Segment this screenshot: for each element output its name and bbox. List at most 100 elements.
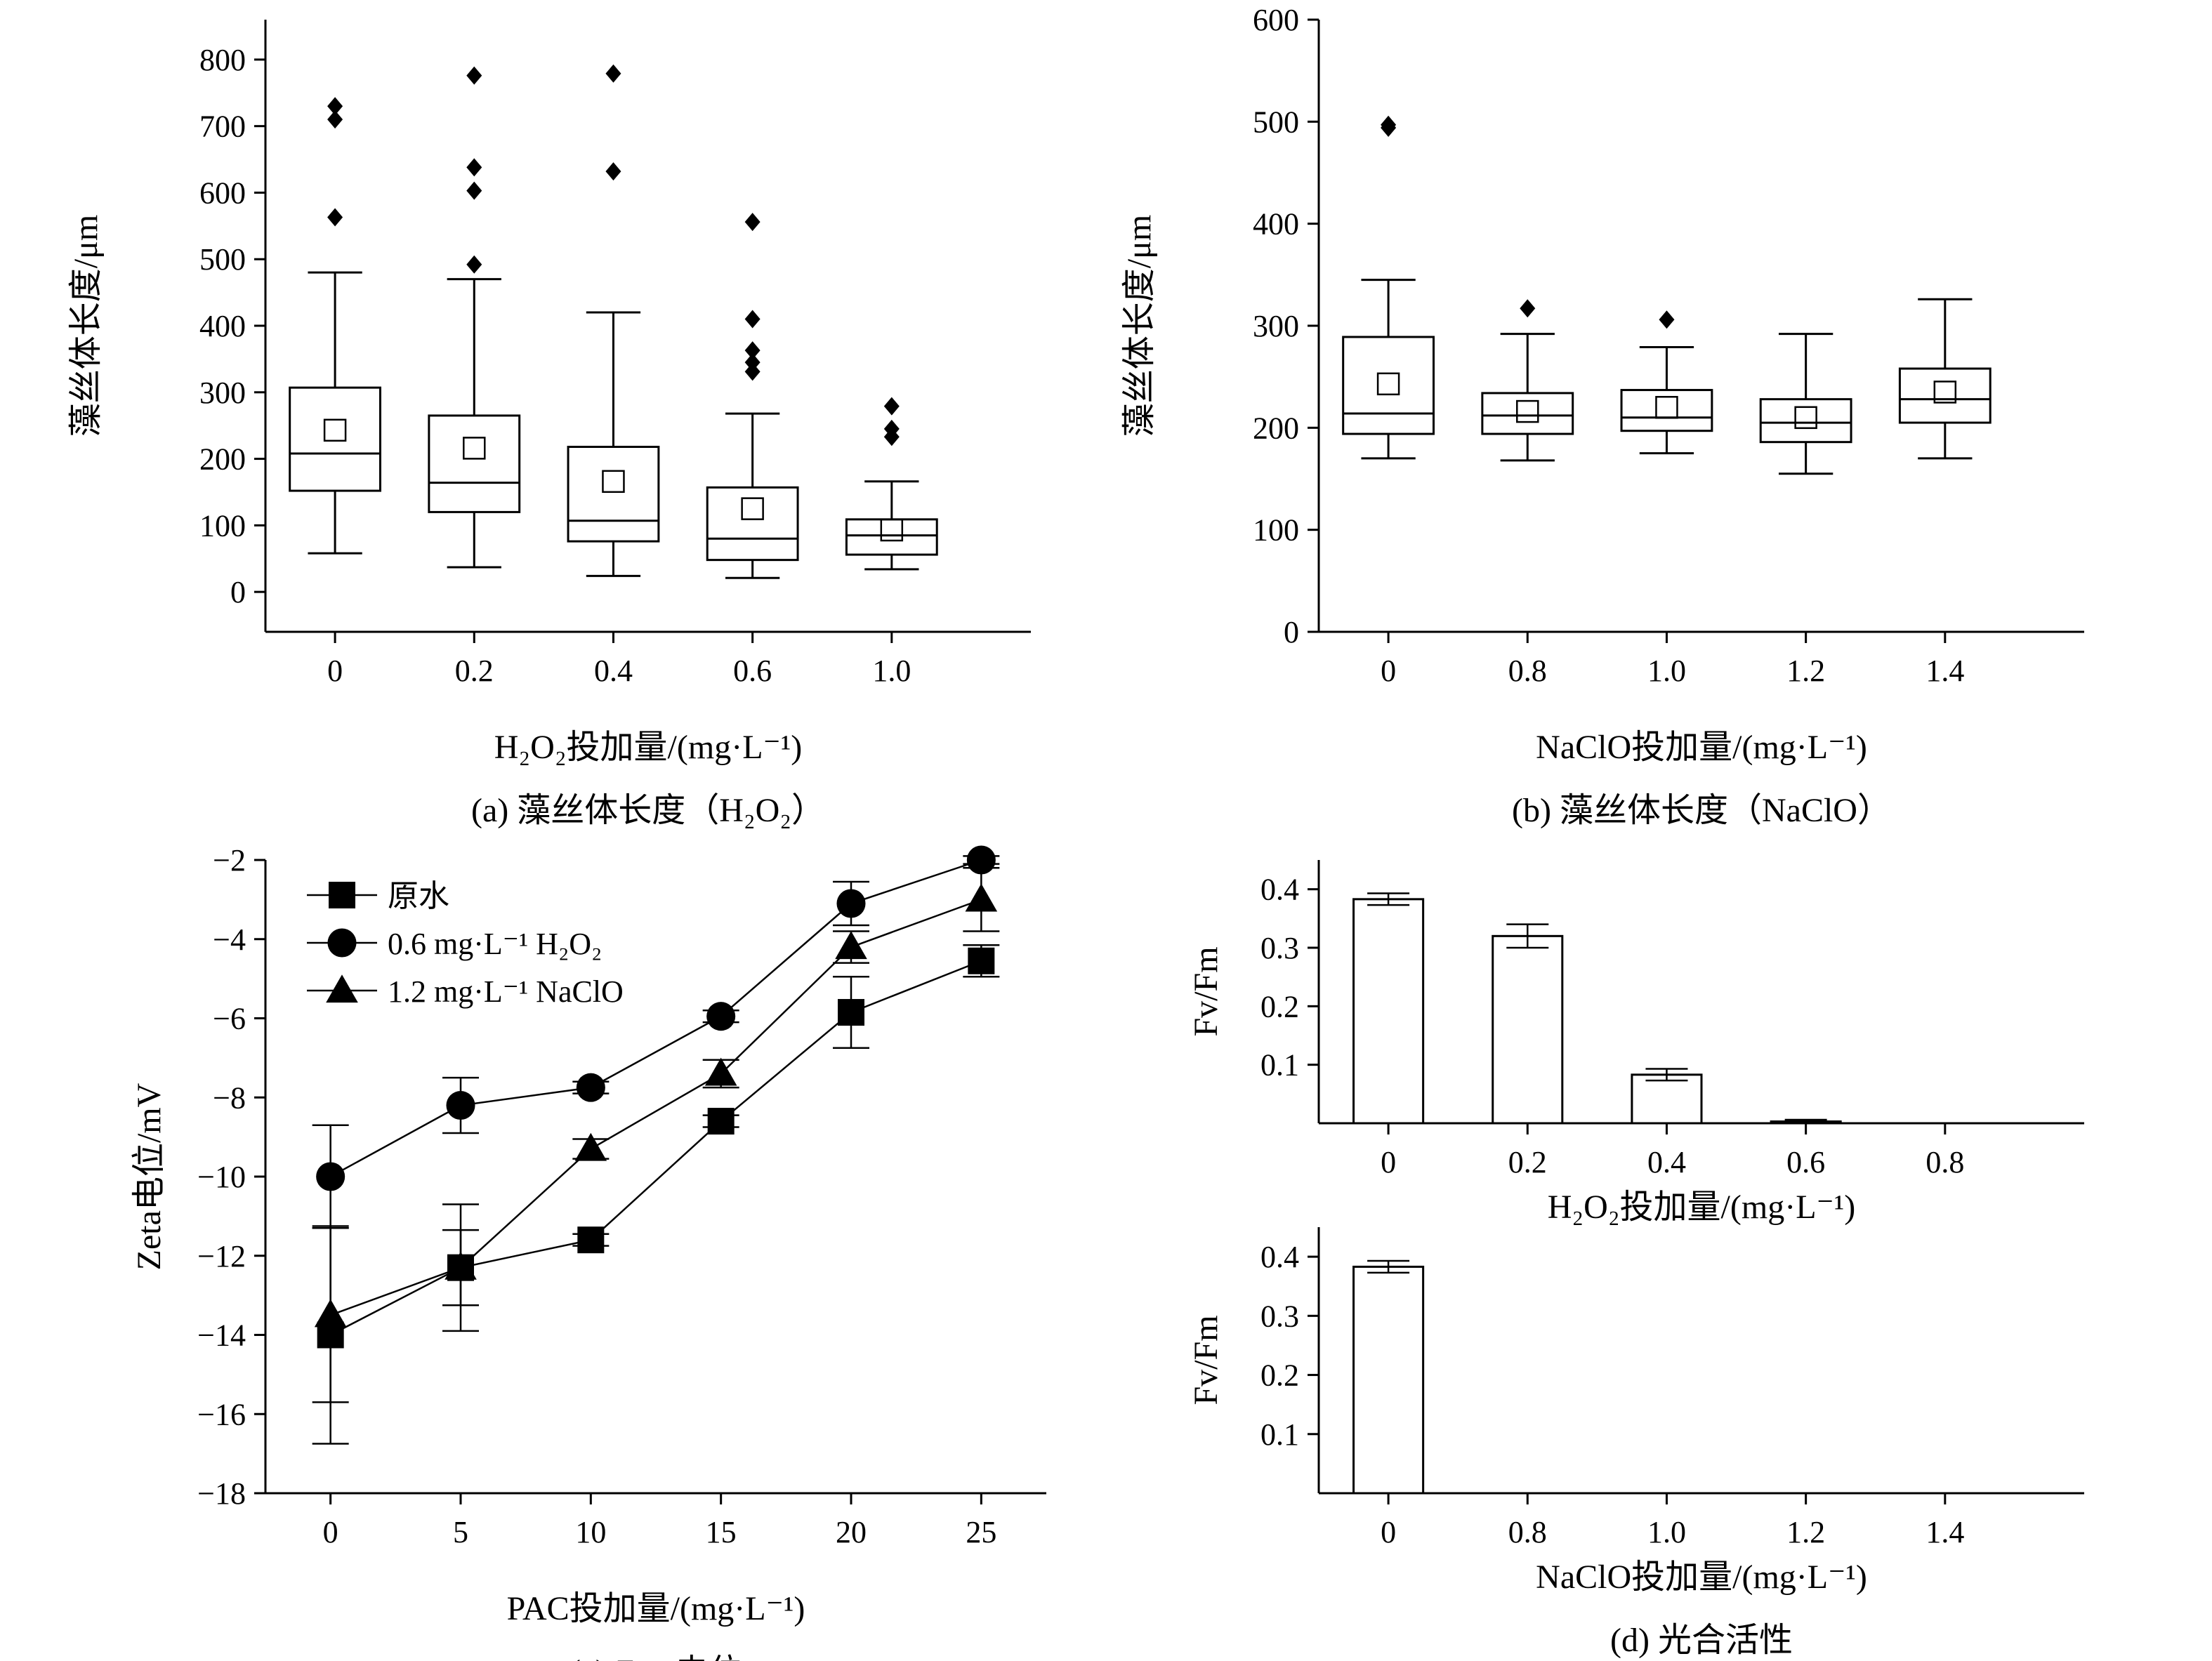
- y-tick-label: 0.1: [1260, 1417, 1299, 1452]
- y-tick-label: 0.4: [1260, 1240, 1299, 1274]
- interquartile-box: [428, 414, 521, 513]
- mean-marker: [741, 497, 764, 520]
- series-line: [330, 960, 982, 1336]
- outlier-point: [744, 353, 761, 372]
- data-point: [707, 1108, 735, 1135]
- y-tick-label: −14: [197, 1318, 246, 1353]
- mean-marker: [323, 418, 347, 442]
- x-tick-label: 1.4: [1925, 1515, 1964, 1549]
- y-tick-label: −10: [197, 1160, 246, 1194]
- y-axis-title: Zeta电位/mV: [131, 1083, 168, 1270]
- data-point: [577, 1226, 605, 1254]
- series-0: [312, 944, 1000, 1445]
- y-tick-label: 600: [1253, 3, 1299, 37]
- y-tick-label: −6: [213, 1002, 246, 1036]
- mean-marker: [1655, 396, 1678, 419]
- outlier-point: [605, 162, 621, 181]
- interquartile-box: [1620, 389, 1713, 432]
- panel-caption: (d) 光合活性: [1610, 1622, 1793, 1659]
- outlier-point: [744, 213, 761, 232]
- data-point: [574, 1132, 607, 1161]
- legend-marker: [327, 928, 357, 958]
- interquartile-box: [1759, 398, 1852, 444]
- y-tick-label: 700: [199, 110, 246, 144]
- outlier-point: [1381, 115, 1397, 134]
- outlier-point: [883, 397, 900, 416]
- data-point: [835, 931, 867, 960]
- x-tick-label: 0: [1381, 654, 1396, 688]
- series-2: [312, 867, 1000, 1403]
- box-2: [567, 64, 660, 577]
- x-tick-label: 0.6: [733, 654, 772, 688]
- x-axis-title: NaClO投加量/(mg·L⁻¹): [1536, 1559, 1867, 1596]
- data-point: [314, 1299, 347, 1328]
- x-tick-label: 1.0: [872, 654, 911, 688]
- interquartile-box: [706, 486, 799, 562]
- bar: [1492, 934, 1564, 1125]
- x-axis-title: H₂O₂投加量/(mg·L⁻¹): [494, 729, 802, 766]
- y-tick-label: 100: [199, 508, 246, 543]
- mean-marker: [1516, 399, 1539, 423]
- outlier-point: [327, 208, 343, 227]
- y-tick-label: 400: [1253, 207, 1299, 241]
- panel-c-zeta-line-chart: −2 −4 −6 −8 −10 −12 −14 −16 −18 0 5 10 15 20 25 原水 0.6 m…: [131, 843, 1046, 1661]
- series-line: [330, 899, 982, 1316]
- bar: [1631, 1073, 1703, 1125]
- y-tick-label: −2: [213, 843, 246, 878]
- outlier-point: [327, 97, 343, 116]
- x-tick-label: 15: [706, 1515, 737, 1549]
- legend-marker: [326, 974, 358, 1003]
- box-1: [428, 66, 521, 569]
- x-tick-label: 0: [327, 654, 343, 688]
- y-axis-title: 藻丝体长度/μm: [1121, 215, 1158, 437]
- interquartile-box: [1898, 367, 1992, 424]
- x-tick-label: 0.4: [594, 654, 633, 688]
- outlier-point: [466, 255, 482, 274]
- panel-a-box-plot-h2o2: 0 100 200 300 400 500 600 700 800 0 0.2 0.4 0.6 1.0 藻丝…: [67, 20, 1031, 829]
- panel-d-bar-chart-naclo: 0.1 0.2 0.3 0.4 0 0.8 1.0 1.2 1.4 Fv/Fm NaClO投加量/(…: [1187, 1227, 2084, 1659]
- data-point: [706, 1002, 736, 1031]
- mean-marker: [1794, 406, 1817, 430]
- box-0: [1342, 115, 1435, 460]
- y-tick-label: −18: [197, 1476, 246, 1511]
- legend-label: 1.2 mg·L⁻¹ NaClO: [388, 974, 624, 1009]
- x-tick-label: 0: [1381, 1145, 1396, 1179]
- x-axis-title: NaClO投加量/(mg·L⁻¹): [1536, 729, 1867, 766]
- data-point: [836, 889, 866, 918]
- y-tick-label: 0.3: [1260, 1299, 1299, 1333]
- legend-label: 0.6 mg·L⁻¹ H₂O₂: [388, 927, 602, 961]
- y-tick-label: 100: [1253, 513, 1299, 548]
- y-axis-title: Fv/Fm: [1187, 1315, 1225, 1405]
- mean-marker: [880, 518, 904, 542]
- outlier-point: [1659, 310, 1675, 329]
- data-point: [445, 1251, 477, 1280]
- box-3: [1759, 333, 1852, 475]
- y-tick-label: 0.2: [1260, 989, 1299, 1024]
- legend-label: 原水: [388, 879, 449, 913]
- data-point: [968, 947, 995, 974]
- y-tick-label: −16: [197, 1397, 246, 1431]
- y-axis-title: Fv/Fm: [1187, 946, 1225, 1036]
- outlier-point: [466, 158, 482, 177]
- x-tick-label: 0.6: [1786, 1145, 1825, 1179]
- outlier-point: [466, 181, 482, 200]
- x-tick-label: 0: [1381, 1515, 1396, 1549]
- interquartile-box: [1481, 392, 1574, 435]
- series-1: [312, 845, 1000, 1229]
- data-point: [446, 1091, 475, 1120]
- outlier-point: [744, 341, 761, 360]
- series-line: [330, 859, 982, 1178]
- y-tick-label: 200: [199, 442, 246, 477]
- y-tick-label: 300: [1253, 309, 1299, 343]
- y-tick-label: 400: [199, 309, 246, 343]
- x-tick-label: 0.8: [1508, 654, 1547, 688]
- data-point: [965, 883, 998, 912]
- outlier-point: [605, 64, 621, 83]
- interquartile-box: [1342, 336, 1435, 435]
- y-tick-label: −8: [213, 1080, 246, 1115]
- y-tick-label: 0: [230, 575, 246, 609]
- y-tick-label: 800: [199, 43, 246, 77]
- y-tick-label: 200: [1253, 411, 1299, 445]
- x-tick-label: 0.8: [1925, 1145, 1964, 1179]
